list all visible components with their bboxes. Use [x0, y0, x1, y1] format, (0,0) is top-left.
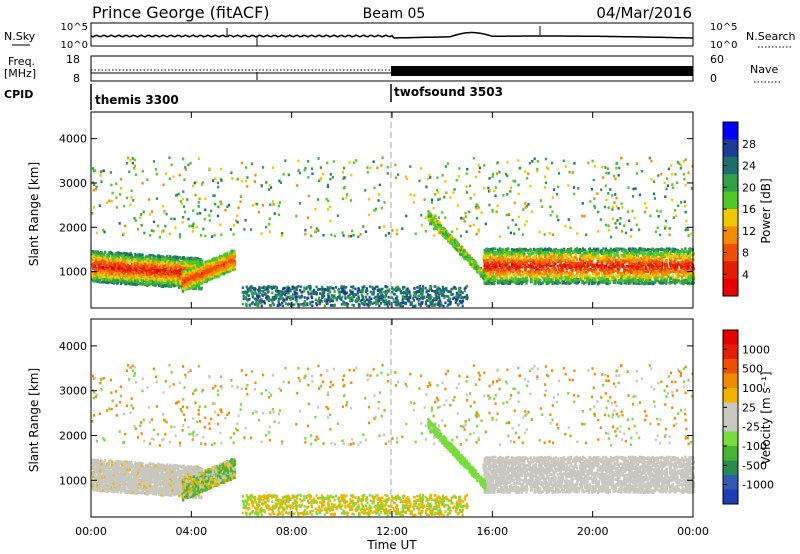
colorbar-tick-label: 100: [742, 382, 763, 395]
power-data: [91, 156, 696, 308]
x-axis-label: Time UT: [366, 538, 417, 552]
colorbar-tick-label: 500: [742, 363, 763, 376]
velocity-colorbar: 1000 500 100 25 -25 -100 -500 -1000: [722, 329, 774, 505]
colorbar-tick-label: 24: [742, 160, 756, 173]
colorbar-tick-label: -500: [742, 459, 767, 472]
freq-tick-low: 8: [73, 72, 80, 85]
y-tick-label: 2000: [59, 221, 87, 234]
power-y-ticks: 4000 3000 2000 1000: [59, 133, 693, 279]
colorbar-tick-label: 1000: [742, 343, 770, 356]
y-tick-label: 1000: [59, 474, 87, 487]
x-tick-label: 08:00: [276, 525, 308, 538]
x-axis-ticks: 00:00 04:00 08:00 12:00 16:00 20:00 00:00: [75, 112, 709, 538]
power-colorbar: 28 24 20 16 12 8 4: [722, 121, 756, 297]
nsearch-tick-high: 10^5: [710, 22, 737, 33]
velocity-panel: 4000 3000 2000 1000: [59, 318, 696, 518]
nsky-label: N.Sky: [4, 30, 36, 43]
y-tick-label: 3000: [59, 177, 87, 190]
colorbar-tick-label: 4: [742, 268, 749, 281]
nave-label: Nave: [750, 63, 778, 76]
velocity-y-label: Slant Range [km]: [27, 368, 41, 472]
y-tick-label: 1000: [59, 266, 87, 279]
nsky-panel: [90, 22, 694, 47]
x-tick-label: 04:00: [175, 525, 207, 538]
y-tick-label: 3000: [59, 385, 87, 398]
nave-tick-low: 0: [710, 72, 717, 85]
colorbar-tick-label: 16: [742, 203, 756, 216]
velocity-y-ticks: 4000 3000 2000 1000: [59, 340, 693, 487]
x-tick-label: 00:00: [75, 525, 107, 538]
colorbar-tick-label: 12: [742, 225, 756, 238]
x-tick-label: 12:00: [376, 525, 408, 538]
freq-label-2: [MHz]: [4, 67, 36, 80]
colorbar-tick-label: 20: [742, 181, 756, 194]
colorbar-tick-label: 25: [742, 401, 756, 414]
nsearch-tick-low: 10^0: [710, 40, 737, 51]
colorbar-tick-label: -25: [742, 421, 760, 434]
station-title: Prince George (fitACF): [92, 3, 270, 22]
date-title: 04/Mar/2016: [596, 4, 692, 22]
x-tick-label: 16:00: [476, 525, 508, 538]
colorbar-tick-label: 8: [742, 247, 749, 260]
cpid-segment-themis: themis 3300: [95, 93, 179, 107]
freq-label-1: Freq.: [8, 55, 35, 68]
nsearch-label: N.Search: [746, 30, 796, 43]
x-tick-label: 20:00: [577, 525, 609, 538]
y-tick-label: 4000: [59, 340, 87, 353]
colorbar-tick-label: -100: [742, 440, 767, 453]
nave-tick-high: 60: [710, 53, 724, 66]
colorbar-tick-label: 28: [742, 138, 756, 151]
power-y-label: Slant Range [km]: [27, 162, 41, 266]
x-tick-label: 00:00: [677, 525, 709, 538]
y-tick-label: 2000: [59, 429, 87, 442]
cpid-label: CPID: [4, 88, 33, 101]
velocity-data: [91, 363, 696, 517]
cpid-segment-twofsound: twofsound 3503: [394, 85, 503, 99]
freq-tick-high: 18: [66, 53, 80, 66]
y-tick-label: 4000: [59, 133, 87, 146]
power-colorbar-label: Power [dB]: [759, 178, 773, 243]
velocity-colorbar-label: Velocity [m s⁻¹]: [759, 371, 773, 464]
power-panel: 4000 3000 2000 1000: [59, 111, 696, 309]
beam-title: Beam 05: [363, 6, 426, 22]
colorbar-tick-label: -1000: [742, 479, 774, 492]
nsky-trace: [90, 31, 693, 39]
nsky-tick-low: 10^0: [61, 40, 88, 51]
freq-panel: [90, 55, 694, 82]
nsky-tick-high: 10^5: [61, 22, 88, 33]
